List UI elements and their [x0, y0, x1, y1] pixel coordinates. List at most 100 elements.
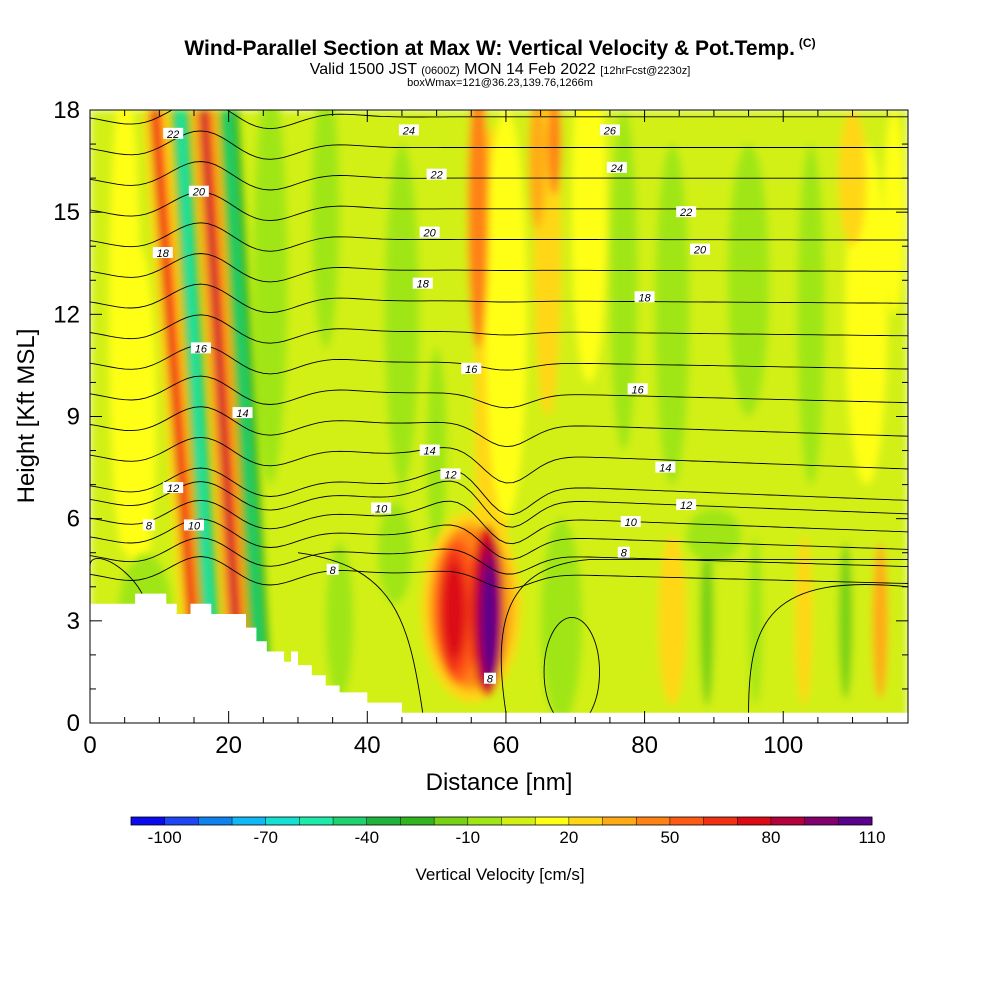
- theta-label-box: [461, 362, 482, 374]
- theta-label: 10: [620, 516, 641, 529]
- theta-label-text: 22: [429, 170, 442, 182]
- velocity-cell: [528, 110, 546, 230]
- colorbar-tick-label: -70: [253, 828, 278, 847]
- updraft-cell: [485, 576, 495, 666]
- theta-label: 22: [163, 127, 184, 141]
- box-info: boxWmax=121@36.23,139.76,1266m: [407, 77, 593, 89]
- velocity-cell: [609, 110, 638, 451]
- theta-label-text: 12: [167, 483, 179, 495]
- velocity-cell: [485, 110, 527, 519]
- theta-label-text: 22: [166, 129, 179, 141]
- theta-contours: [90, 110, 908, 723]
- theta-label: 18: [634, 291, 655, 304]
- theta-label-box: [426, 168, 447, 180]
- theta-label-text: 18: [638, 292, 651, 304]
- velocity-cell: [395, 229, 409, 502]
- theta-label: 10: [371, 502, 392, 515]
- theta-label-text: 8: [621, 548, 628, 560]
- theta-contour-line: [90, 283, 908, 314]
- velocity-cell: [872, 542, 888, 700]
- velocity-cell: [311, 110, 340, 349]
- colorbar-swatch: [198, 817, 233, 825]
- theta-label: 8: [326, 563, 339, 577]
- theta-label-text: 24: [402, 125, 415, 137]
- theta-label-box: [676, 206, 697, 218]
- theta-label: 20: [188, 185, 209, 199]
- y-tick-label: 3: [67, 608, 80, 635]
- theta-contour-labels: 8 8 8 8 10 10 10 12 12 12 14 14 14 16 16 16 18 18 18 20 20 20…: [142, 124, 711, 686]
- chart-subtitle: Valid 1500 JST (0600Z) MON 14 Feb 2022 […: [0, 61, 1000, 79]
- colorbar-swatch: [366, 817, 401, 825]
- velocity-cell: [377, 501, 413, 604]
- theta-contour-line: [90, 467, 908, 515]
- theta-label-text: 26: [603, 125, 617, 137]
- y-tick-label: 9: [67, 404, 80, 431]
- theta-label-text: 20: [423, 228, 437, 240]
- theta-label: 8: [617, 546, 630, 560]
- theta-label-text: 8: [330, 565, 337, 577]
- theta-contour-line: [90, 130, 908, 160]
- axes: 0 20 40 60 80 100 0 3 6 9 12 15 18: [53, 97, 908, 759]
- updraft-band-core: [149, 110, 200, 723]
- theta-label-text: 16: [632, 384, 645, 396]
- theta-contour-line: [90, 191, 908, 222]
- theta-label-text: 16: [195, 343, 208, 355]
- theta-label-box: [152, 247, 173, 259]
- x-tick-label: 20: [215, 732, 242, 759]
- theta-label-box: [232, 407, 253, 419]
- theta-contour-line: [297, 552, 424, 713]
- y-axis-label: Height [Kft MSL]: [13, 329, 40, 504]
- colorbar-swatch: [501, 817, 536, 825]
- velocity-cell: [795, 535, 813, 706]
- valid-time: Valid 1500 JST: [309, 61, 417, 78]
- copyright-mark: (C): [798, 36, 816, 50]
- theta-contour-line: [90, 556, 908, 589]
- terrain: [90, 593, 908, 723]
- colorbar-tick-label: -10: [456, 828, 481, 847]
- theta-label-text: 10: [188, 520, 201, 532]
- theta-contour-line: [90, 406, 908, 448]
- theta-label-box: [440, 468, 461, 480]
- x-tick-label: 0: [83, 732, 96, 759]
- downdraft-band-core: [175, 110, 221, 723]
- theta-label-box: [690, 243, 711, 255]
- velocity-cell: [467, 110, 489, 349]
- x-tick-label: 40: [354, 732, 381, 759]
- colorbar-swatch: [838, 817, 873, 825]
- theta-label-text: 14: [659, 463, 671, 475]
- valid-time-utc: (0600Z): [421, 65, 460, 77]
- forecast-info: [12hrFcst@2230z]: [600, 65, 691, 77]
- chart-title-text: Wind-Parallel Section at Max W: Vertical…: [184, 37, 795, 60]
- colorbar-swatch: [602, 817, 637, 825]
- theta-label-text: 10: [375, 503, 388, 515]
- colorbar-tick-label: 50: [660, 828, 679, 847]
- colorbar-swatch: [703, 817, 738, 825]
- colorbar-tick-label: -40: [354, 828, 379, 847]
- x-tick-label: 60: [493, 732, 520, 759]
- theta-label-box: [371, 502, 392, 514]
- theta-label-box: [599, 124, 620, 136]
- theta-contour-line: [90, 222, 908, 252]
- terrain-mask: [90, 593, 908, 723]
- theta-label: 24: [398, 124, 419, 137]
- theta-label-box: [419, 226, 440, 238]
- colorbar-swatch: [299, 817, 334, 825]
- theta-label-box: [627, 383, 648, 395]
- velocity-cell: [838, 542, 853, 700]
- theta-label: 22: [676, 206, 697, 219]
- theta-label: 20: [419, 226, 440, 240]
- theta-contour-line: [90, 375, 908, 409]
- theta-label: 18: [412, 277, 433, 291]
- colorbar-swatch: [770, 817, 806, 825]
- updraft-cell: [443, 562, 465, 659]
- theta-contour-line: [500, 559, 908, 713]
- velocity-cell: [252, 110, 288, 485]
- theta-label-box: [620, 516, 641, 528]
- theta-contour-line: [90, 537, 908, 575]
- velocity-cell: [883, 110, 905, 315]
- colorbar-swatch: [535, 817, 570, 825]
- colorbar-swatch: [333, 817, 368, 825]
- colorbar-tick-label: -100: [148, 828, 182, 847]
- theta-label-box: [163, 482, 184, 494]
- theta-label-text: 24: [610, 163, 623, 175]
